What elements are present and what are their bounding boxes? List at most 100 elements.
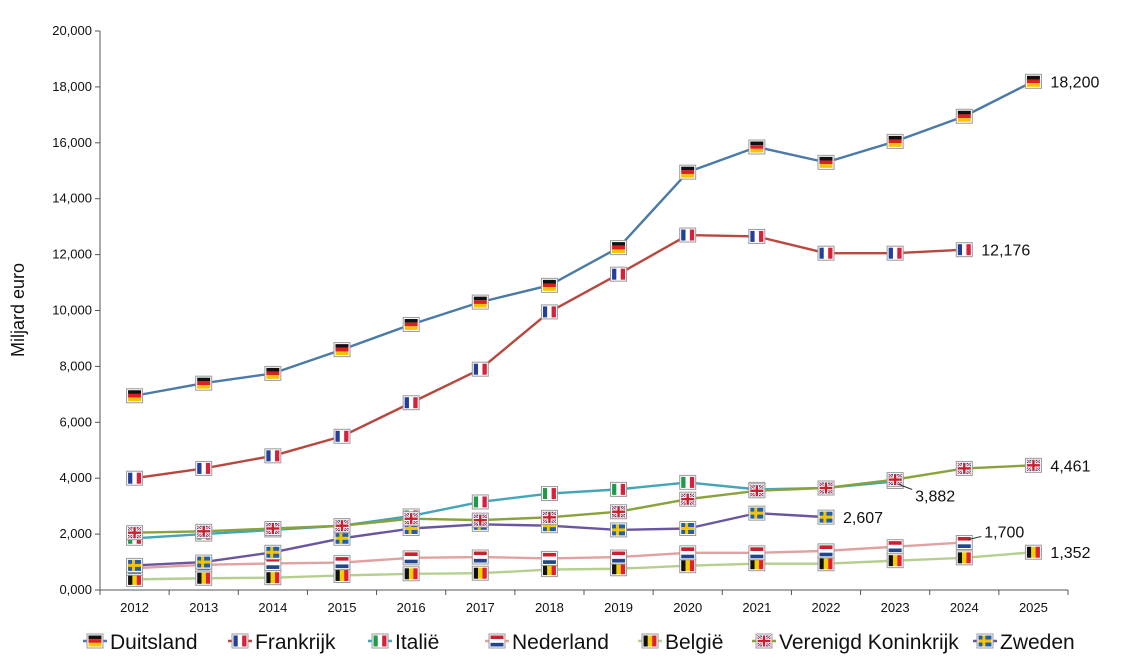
series-line-1 xyxy=(134,233,965,480)
legend-label: Verenigd Koninkrijk xyxy=(779,631,959,654)
x-tick-label: 2021 xyxy=(742,600,771,615)
flag-stripe xyxy=(197,462,202,474)
flag-stripe xyxy=(404,326,418,330)
flag-sweden-icon xyxy=(264,544,282,560)
flag-stripe xyxy=(473,300,487,304)
flag-stripe xyxy=(612,558,626,563)
flag-stripe xyxy=(888,247,893,259)
flag-belgium-icon xyxy=(955,550,973,566)
flag-uk-icon xyxy=(540,509,558,525)
flag-stripe xyxy=(819,156,833,161)
y-tick-label: 2,000 xyxy=(59,526,92,541)
flag-netherlands-icon xyxy=(488,633,506,649)
flag-stripe xyxy=(542,306,548,318)
flag-stripe xyxy=(205,572,211,584)
flag-stripe xyxy=(136,472,142,484)
flag-stripe xyxy=(132,472,137,484)
flag-germany-icon xyxy=(748,139,766,155)
data-label-4: 1,352 xyxy=(1050,545,1090,562)
flag-stripe xyxy=(957,244,963,256)
flag-stripe xyxy=(377,635,383,647)
flag-stripe xyxy=(620,483,626,495)
flag-uk-icon xyxy=(264,521,282,537)
legend-item: België xyxy=(638,631,723,654)
flag-stripe xyxy=(754,230,760,242)
flag-stripe xyxy=(612,245,626,250)
flag-uk-icon xyxy=(748,483,766,499)
flag-uk-icon xyxy=(610,504,628,520)
legend-item: Nederland xyxy=(485,631,609,654)
flag-stripe xyxy=(128,573,133,585)
data-label-5: 4,461 xyxy=(1050,458,1090,475)
flag-stripe xyxy=(266,565,280,569)
data-label-0: 18,200 xyxy=(1050,74,1099,91)
flag-stripe xyxy=(750,141,764,146)
flag-stripe xyxy=(201,572,206,584)
flag-stripe xyxy=(957,110,971,115)
flag-stripe xyxy=(482,496,487,508)
flag-stripe xyxy=(1035,546,1040,558)
flag-stripe xyxy=(957,114,971,119)
x-tick-label: 2017 xyxy=(466,600,495,615)
flag-cross xyxy=(266,550,280,554)
flag-netherlands-icon xyxy=(333,555,351,571)
flag-stripe xyxy=(473,555,487,559)
flag-uk-icon xyxy=(126,525,144,541)
flag-germany-icon xyxy=(402,316,420,332)
flag-stripe xyxy=(962,244,967,256)
x-tick-label: 2024 xyxy=(950,600,979,615)
flag-stripe xyxy=(689,476,695,488)
flag-stripe xyxy=(404,552,418,557)
flag-stripe xyxy=(482,363,487,375)
flag-stripe xyxy=(266,367,280,372)
legend-label: Frankrijk xyxy=(255,631,336,654)
flag-stripe xyxy=(1031,546,1036,558)
flag-stripe xyxy=(542,564,548,576)
flag-cross xyxy=(266,527,280,530)
y-tick-label: 14,000 xyxy=(52,191,92,206)
flag-stripe xyxy=(132,573,137,585)
flag-cross xyxy=(542,516,556,519)
flag-stripe xyxy=(197,385,211,389)
flag-netherlands-icon xyxy=(264,555,282,571)
flag-stripe xyxy=(335,557,349,561)
flag-stripe xyxy=(612,242,626,246)
flag-stripe xyxy=(404,556,418,560)
flag-stripe xyxy=(647,635,653,647)
flag-cross xyxy=(957,467,971,470)
flag-stripe xyxy=(408,568,414,580)
flag-sweden-icon xyxy=(748,505,766,521)
flag-stripe xyxy=(681,560,686,572)
flag-belgium-icon xyxy=(610,561,628,577)
flag-stripe xyxy=(957,540,971,545)
label-leader xyxy=(968,535,982,540)
flag-cross xyxy=(335,524,349,527)
flag-germany-icon xyxy=(86,633,104,649)
flag-stripe xyxy=(759,558,764,570)
label-leader xyxy=(898,484,913,490)
flag-france-icon xyxy=(402,395,420,411)
flag-cross xyxy=(757,639,771,643)
flag-stripe xyxy=(335,344,349,348)
x-tick-label: 2015 xyxy=(328,600,357,615)
flag-stripe xyxy=(612,555,626,559)
flag-stripe xyxy=(547,564,552,576)
flag-uk-icon xyxy=(402,511,420,527)
y-tick-label: 18,000 xyxy=(52,79,92,94)
flag-stripe xyxy=(542,560,556,564)
flag-stripe xyxy=(888,541,902,545)
flag-cross xyxy=(681,497,695,501)
flag-stripe xyxy=(404,559,418,564)
flag-stripe xyxy=(88,642,102,647)
flag-belgium-icon xyxy=(1024,544,1042,560)
flag-cross xyxy=(335,536,349,540)
x-tick-label: 2013 xyxy=(189,600,218,615)
flag-stripe xyxy=(88,635,102,640)
y-tick-label: 20,000 xyxy=(52,23,92,38)
flag-cross xyxy=(888,478,902,481)
flag-sweden-icon xyxy=(679,521,697,537)
flag-uk-icon xyxy=(679,491,697,507)
flag-uk-icon xyxy=(886,472,904,488)
flag-stripe xyxy=(819,164,833,168)
legend-item: Zweden xyxy=(973,631,1075,654)
